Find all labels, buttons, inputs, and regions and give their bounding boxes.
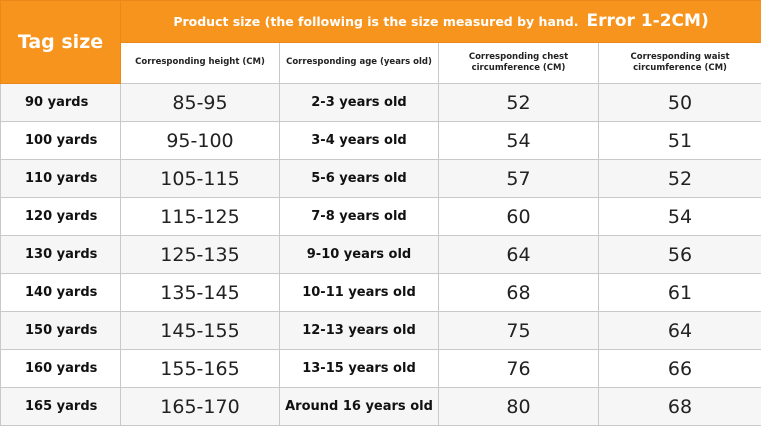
tag-size-header: Tag size [0, 0, 121, 84]
waist-cell: 51 [597, 121, 761, 160]
waist-cell: 52 [597, 159, 761, 198]
age-cell: 7-8 years old [279, 197, 439, 236]
product-size-header: Product size (the following is the size … [119, 0, 761, 43]
chest-cell: 52 [438, 83, 599, 122]
table-row: 160 yards 155-165 13-15 years old 76 66 [0, 349, 761, 388]
chest-cell: 60 [438, 197, 599, 236]
tag-size-cell: 160 yards [0, 349, 121, 388]
tag-size-cell: 140 yards [0, 273, 121, 312]
chest-cell: 68 [438, 273, 599, 312]
waist-cell: 61 [597, 273, 761, 312]
table-row: 165 yards 165-170 Around 16 years old 80… [0, 387, 761, 426]
table-row: 140 yards 135-145 10-11 years old 68 61 [0, 273, 761, 312]
waist-cell: 54 [597, 197, 761, 236]
tag-size-cell: 110 yards [0, 159, 121, 198]
age-cell: 12-13 years old [279, 311, 439, 350]
height-cell: 85-95 [120, 83, 280, 122]
product-size-note: Product size (the following is the size … [173, 14, 579, 30]
age-cell: 13-15 years old [279, 349, 439, 388]
table-row: 90 yards 85-95 2-3 years old 52 50 [0, 83, 761, 122]
waist-cell: 64 [597, 311, 761, 350]
chest-cell: 80 [438, 387, 599, 426]
age-cell: 2-3 years old [279, 83, 439, 122]
chest-cell: 57 [438, 159, 599, 198]
age-cell: 3-4 years old [279, 121, 439, 160]
table-row: 130 yards 125-135 9-10 years old 64 56 [0, 235, 761, 274]
tag-size-cell: 120 yards [0, 197, 121, 236]
height-column-header: Corresponding height (CM) [120, 41, 280, 84]
tag-size-cell: 150 yards [0, 311, 121, 350]
age-cell: 5-6 years old [279, 159, 439, 198]
age-cell: 10-11 years old [279, 273, 439, 312]
height-cell: 165-170 [120, 387, 280, 426]
waist-cell: 50 [597, 83, 761, 122]
age-column-header: Corresponding age (years old) [279, 41, 439, 84]
height-cell: 95-100 [120, 121, 280, 160]
height-cell: 105-115 [120, 159, 280, 198]
chest-cell: 64 [438, 235, 599, 274]
waist-cell: 56 [597, 235, 761, 274]
table-row: 110 yards 105-115 5-6 years old 57 52 [0, 159, 761, 198]
height-cell: 145-155 [120, 311, 280, 350]
tag-size-cell: 130 yards [0, 235, 121, 274]
tag-size-cell: 165 yards [0, 387, 121, 426]
error-note: Error 1-2CM) [586, 11, 709, 32]
table-row: 150 yards 145-155 12-13 years old 75 64 [0, 311, 761, 350]
chest-cell: 75 [438, 311, 599, 350]
height-cell: 155-165 [120, 349, 280, 388]
height-cell: 135-145 [120, 273, 280, 312]
waist-column-header: Corresponding waist circumference (CM) [597, 41, 761, 84]
waist-cell: 68 [597, 387, 761, 426]
chest-cell: 76 [438, 349, 599, 388]
chest-cell: 54 [438, 121, 599, 160]
table-row: 120 yards 115-125 7-8 years old 60 54 [0, 197, 761, 236]
tag-size-cell: 100 yards [0, 121, 121, 160]
age-cell: 9-10 years old [279, 235, 439, 274]
chest-column-header: Corresponding chest circumference (CM) [438, 41, 599, 84]
header-row-sub: Corresponding height (CM) Corresponding … [1, 41, 761, 84]
height-cell: 115-125 [120, 197, 280, 236]
header-row-top: Tag size Product size (the following is … [0, 0, 761, 84]
height-cell: 125-135 [120, 235, 280, 274]
table-row: 100 yards 95-100 3-4 years old 54 51 [0, 121, 761, 160]
age-cell: Around 16 years old [279, 387, 439, 426]
waist-cell: 66 [597, 349, 761, 388]
tag-size-cell: 90 yards [0, 83, 121, 122]
